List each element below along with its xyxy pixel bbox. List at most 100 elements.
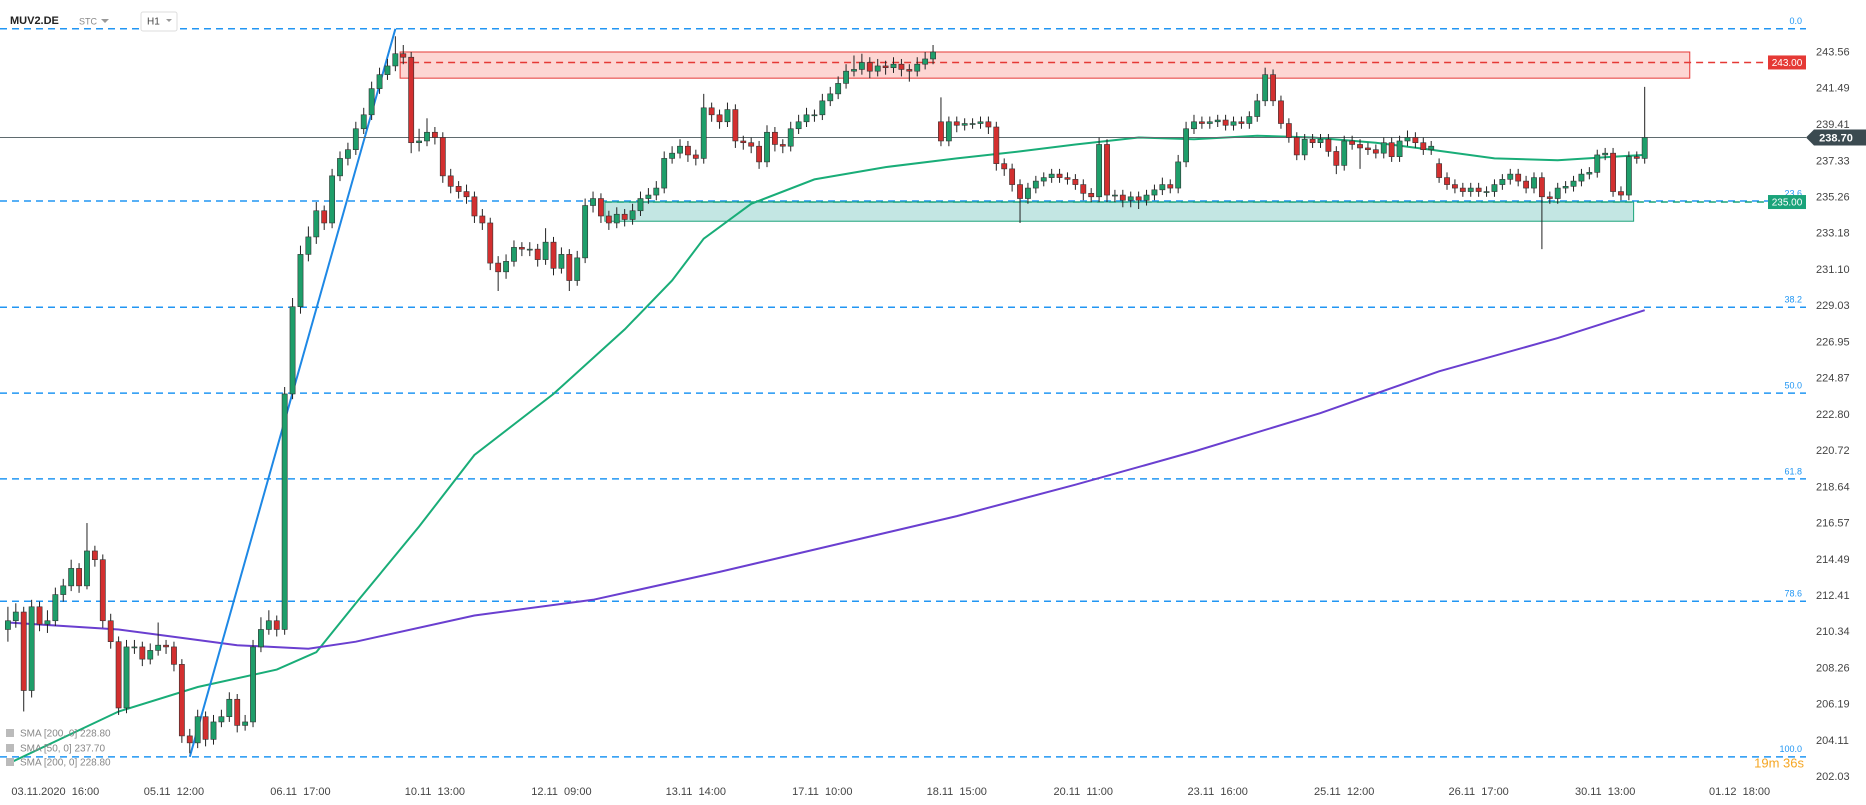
- candle-body: [91, 550, 98, 560]
- candle-body: [953, 121, 960, 126]
- candle-body: [495, 262, 502, 273]
- y-tick-label: 208.26: [1816, 662, 1850, 674]
- zone-label-box: [1768, 195, 1806, 210]
- dropdown-arrow[interactable]: [101, 19, 109, 23]
- candle-body: [1404, 137, 1411, 142]
- candle-body: [1633, 156, 1640, 159]
- candle-body: [1538, 177, 1545, 198]
- candle-body: [1167, 184, 1174, 189]
- candle-body: [724, 109, 731, 123]
- candle-body: [1452, 184, 1458, 189]
- candle-body: [590, 198, 596, 206]
- candle-body: [945, 121, 952, 142]
- candle-body: [1420, 142, 1427, 150]
- candle-body: [511, 247, 517, 262]
- candle-body: [1270, 74, 1276, 102]
- x-tick-label: 01.12 18:00: [1709, 786, 1770, 798]
- x-tick-label: 03.11.2020 16:00: [11, 786, 99, 798]
- legend-icon[interactable]: [6, 758, 14, 766]
- candle-body: [526, 248, 533, 251]
- candle-body: [376, 74, 383, 89]
- countdown: 19m 36s: [1754, 755, 1804, 770]
- dropdown-arrow[interactable]: [166, 19, 172, 22]
- candle-body: [1357, 144, 1363, 149]
- candle-body: [764, 131, 770, 163]
- candle-body: [1602, 152, 1609, 156]
- candle-body: [400, 53, 407, 58]
- fib-label: 78.6: [1784, 589, 1802, 599]
- timeframe[interactable]: H1: [147, 17, 160, 28]
- indicator-line: [7, 309, 1646, 650]
- candle-body: [708, 107, 715, 116]
- candle-body: [337, 158, 343, 177]
- candle-body: [321, 210, 328, 224]
- candle-body: [163, 644, 169, 648]
- candle-body: [1135, 196, 1142, 201]
- candle-body: [1586, 172, 1593, 175]
- candle-body: [115, 641, 122, 709]
- candle-body: [1040, 177, 1047, 182]
- candle-body: [1523, 180, 1529, 189]
- candle-body: [1025, 187, 1031, 199]
- candle-body: [1459, 187, 1466, 192]
- candle-body: [479, 215, 486, 224]
- x-tick-label: 05.11 12:00: [144, 786, 204, 798]
- candle-body: [1380, 142, 1387, 154]
- zone-label: 235.00: [1772, 198, 1803, 209]
- candle-body: [645, 194, 652, 199]
- candle-body: [408, 56, 415, 144]
- candle-body: [1372, 149, 1379, 154]
- candle-body: [155, 644, 162, 651]
- candle-body: [455, 186, 462, 192]
- candle-body: [123, 646, 130, 709]
- candle-body: [795, 121, 802, 130]
- candle-body: [1625, 156, 1632, 196]
- symbol[interactable]: MUV2.DE: [10, 15, 59, 27]
- candle-body: [242, 721, 249, 726]
- candle-body: [186, 735, 193, 744]
- candle-body: [250, 646, 256, 723]
- candle-body: [1365, 147, 1371, 150]
- legend-icon[interactable]: [6, 729, 14, 737]
- zone: [604, 201, 1635, 222]
- candle-body: [922, 58, 929, 65]
- y-tick-label: 226.95: [1816, 336, 1850, 348]
- candle-body: [171, 646, 177, 665]
- candle-body: [1096, 144, 1103, 198]
- candle-body: [99, 559, 106, 622]
- candle-body: [1578, 173, 1585, 182]
- fib-label: 0.0: [1789, 16, 1802, 26]
- candle-body: [431, 131, 438, 138]
- candle-body: [961, 123, 968, 126]
- candle-body: [827, 93, 834, 102]
- candle-body: [384, 65, 391, 75]
- candle-body: [131, 646, 138, 649]
- candle-body: [1112, 194, 1118, 197]
- candle-body: [273, 620, 280, 630]
- candle-body: [1175, 161, 1182, 189]
- candle-body: [36, 606, 43, 625]
- candle-body: [1285, 123, 1292, 138]
- candle-body: [1436, 163, 1443, 178]
- candle-body: [52, 594, 59, 622]
- candle-body: [771, 131, 778, 145]
- candle-body: [669, 152, 676, 159]
- candle-body: [194, 716, 201, 744]
- y-tick-label: 214.49: [1816, 554, 1850, 566]
- candle-body: [1143, 194, 1150, 201]
- x-tick-label: 12.11 09:00: [531, 786, 591, 798]
- candle-body: [874, 65, 881, 72]
- candle-body: [1278, 100, 1284, 124]
- candle-body: [1206, 121, 1213, 124]
- candle-body: [281, 393, 288, 630]
- candle-body: [1056, 173, 1063, 178]
- candle-body: [1017, 184, 1023, 199]
- legend: SMA [200, 0] 228.80 SMA [50, 0] 237.70 S…: [6, 729, 111, 769]
- timeframe-box[interactable]: [140, 11, 178, 32]
- legend-icon[interactable]: [6, 744, 14, 752]
- candle-body: [977, 121, 984, 124]
- candle-body: [866, 62, 873, 72]
- last-price-label: 238.70: [1819, 132, 1853, 144]
- candle-body: [518, 247, 525, 250]
- candle-body: [1119, 194, 1126, 201]
